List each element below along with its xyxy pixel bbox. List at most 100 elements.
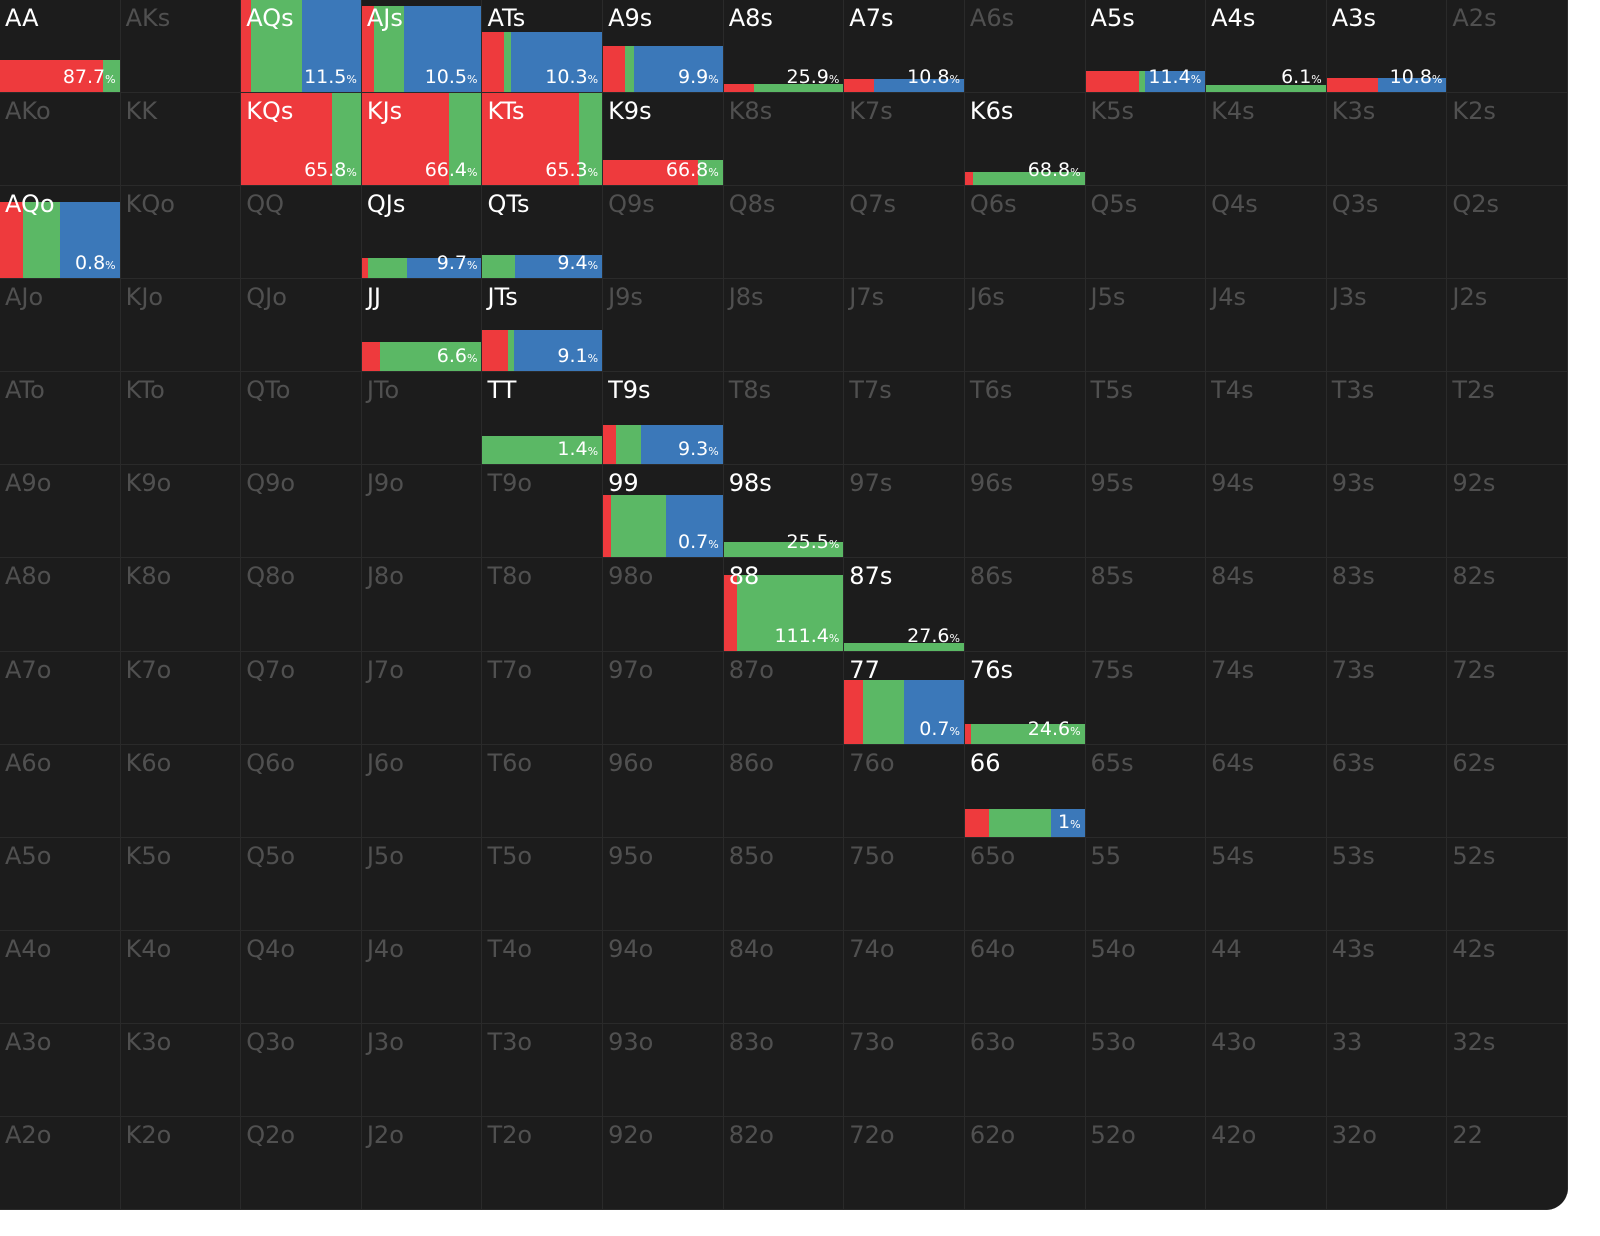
hand-cell-62o[interactable]: 62o bbox=[964, 1116, 1086, 1210]
hand-cell-qjo[interactable]: QJo bbox=[241, 279, 362, 373]
hand-cell-97o[interactable]: 97o bbox=[603, 651, 724, 745]
hand-cell-j3o[interactable]: J3o bbox=[361, 1023, 483, 1117]
hand-cell-q9s[interactable]: Q9s bbox=[603, 186, 724, 280]
hand-cell-a2o[interactable]: A2o bbox=[0, 1116, 121, 1210]
hand-cell-jto[interactable]: JTo bbox=[361, 372, 483, 466]
hand-cell-64s[interactable]: 64s bbox=[1206, 744, 1327, 838]
hand-cell-q6o[interactable]: Q6o bbox=[241, 744, 362, 838]
hand-cell-j7s[interactable]: J7s bbox=[844, 279, 965, 373]
hand-cell-53s[interactable]: 53s bbox=[1326, 837, 1448, 931]
hand-cell-q6s[interactable]: Q6s bbox=[964, 186, 1086, 280]
hand-cell-a4o[interactable]: A4o bbox=[0, 930, 121, 1024]
hand-cell-qto[interactable]: QTo bbox=[241, 372, 362, 466]
hand-cell-96o[interactable]: 96o bbox=[603, 744, 724, 838]
hand-cell-t5o[interactable]: T5o bbox=[482, 837, 604, 931]
hand-cell-96s[interactable]: 96s bbox=[964, 465, 1086, 559]
hand-cell-a8s[interactable]: A8s 25.9% bbox=[723, 0, 845, 94]
hand-cell-qq[interactable]: QQ bbox=[241, 186, 362, 280]
hand-cell-t4s[interactable]: T4s bbox=[1206, 372, 1327, 466]
hand-cell-55[interactable]: 55 bbox=[1085, 837, 1207, 931]
hand-cell-85s[interactable]: 85s bbox=[1085, 558, 1207, 652]
hand-cell-ato[interactable]: ATo bbox=[0, 372, 121, 466]
hand-cell-k5s[interactable]: K5s bbox=[1085, 93, 1207, 187]
hand-cell-92o[interactable]: 92o bbox=[603, 1116, 724, 1210]
hand-cell-ako[interactable]: AKo bbox=[0, 93, 121, 187]
hand-cell-q3s[interactable]: Q3s bbox=[1326, 186, 1448, 280]
hand-cell-q5o[interactable]: Q5o bbox=[241, 837, 362, 931]
hand-cell-75o[interactable]: 75o bbox=[844, 837, 965, 931]
hand-cell-j9o[interactable]: J9o bbox=[361, 465, 483, 559]
hand-cell-82o[interactable]: 82o bbox=[723, 1116, 845, 1210]
hand-cell-q7s[interactable]: Q7s bbox=[844, 186, 965, 280]
hand-cell-t2o[interactable]: T2o bbox=[482, 1116, 604, 1210]
hand-cell-t9o[interactable]: T9o bbox=[482, 465, 604, 559]
hand-cell-73s[interactable]: 73s bbox=[1326, 651, 1448, 745]
hand-cell-a2s[interactable]: A2s bbox=[1447, 0, 1568, 94]
hand-cell-ajo[interactable]: AJo bbox=[0, 279, 121, 373]
hand-cell-t3o[interactable]: T3o bbox=[482, 1023, 604, 1117]
hand-cell-82s[interactable]: 82s bbox=[1447, 558, 1568, 652]
hand-cell-k8s[interactable]: K8s bbox=[723, 93, 845, 187]
hand-cell-a6o[interactable]: A6o bbox=[0, 744, 121, 838]
hand-cell-73o[interactable]: 73o bbox=[844, 1023, 965, 1117]
hand-cell-86s[interactable]: 86s bbox=[964, 558, 1086, 652]
hand-cell-t6o[interactable]: T6o bbox=[482, 744, 604, 838]
hand-cell-aqs[interactable]: AQs 11.5% bbox=[241, 0, 362, 94]
hand-cell-q7o[interactable]: Q7o bbox=[241, 651, 362, 745]
hand-cell-83s[interactable]: 83s bbox=[1326, 558, 1448, 652]
hand-cell-j8s[interactable]: J8s bbox=[723, 279, 845, 373]
hand-cell-j5o[interactable]: J5o bbox=[361, 837, 483, 931]
hand-cell-87o[interactable]: 87o bbox=[723, 651, 845, 745]
hand-cell-44[interactable]: 44 bbox=[1206, 930, 1327, 1024]
hand-cell-97s[interactable]: 97s bbox=[844, 465, 965, 559]
hand-cell-84s[interactable]: 84s bbox=[1206, 558, 1327, 652]
hand-cell-a9o[interactable]: A9o bbox=[0, 465, 121, 559]
hand-cell-kto[interactable]: KTo bbox=[120, 372, 242, 466]
hand-cell-aks[interactable]: AKs bbox=[120, 0, 242, 94]
hand-cell-98o[interactable]: 98o bbox=[603, 558, 724, 652]
hand-cell-jts[interactable]: JTs 9.1% bbox=[482, 279, 604, 373]
hand-cell-k3o[interactable]: K3o bbox=[120, 1023, 242, 1117]
hand-cell-63s[interactable]: 63s bbox=[1326, 744, 1448, 838]
hand-cell-43o[interactable]: 43o bbox=[1206, 1023, 1327, 1117]
hand-cell-74o[interactable]: 74o bbox=[844, 930, 965, 1024]
hand-cell-j4o[interactable]: J4o bbox=[361, 930, 483, 1024]
hand-cell-a5o[interactable]: A5o bbox=[0, 837, 121, 931]
hand-cell-jj[interactable]: JJ 6.6% bbox=[361, 279, 483, 373]
hand-cell-a4s[interactable]: A4s 6.1% bbox=[1206, 0, 1327, 94]
hand-cell-q4s[interactable]: Q4s bbox=[1206, 186, 1327, 280]
hand-cell-k4o[interactable]: K4o bbox=[120, 930, 242, 1024]
hand-cell-85o[interactable]: 85o bbox=[723, 837, 845, 931]
hand-cell-k6s[interactable]: K6s 68.8% bbox=[964, 93, 1086, 187]
hand-cell-k9s[interactable]: K9s 66.8% bbox=[603, 93, 724, 187]
hand-cell-a3o[interactable]: A3o bbox=[0, 1023, 121, 1117]
hand-cell-53o[interactable]: 53o bbox=[1085, 1023, 1207, 1117]
hand-cell-63o[interactable]: 63o bbox=[964, 1023, 1086, 1117]
hand-cell-j5s[interactable]: J5s bbox=[1085, 279, 1207, 373]
hand-cell-a7o[interactable]: A7o bbox=[0, 651, 121, 745]
hand-cell-t8s[interactable]: T8s bbox=[723, 372, 845, 466]
hand-cell-q4o[interactable]: Q4o bbox=[241, 930, 362, 1024]
hand-cell-j6s[interactable]: J6s bbox=[964, 279, 1086, 373]
hand-cell-q8o[interactable]: Q8o bbox=[241, 558, 362, 652]
hand-cell-t7o[interactable]: T7o bbox=[482, 651, 604, 745]
hand-cell-k2s[interactable]: K2s bbox=[1447, 93, 1568, 187]
hand-cell-22[interactable]: 22 bbox=[1447, 1116, 1568, 1210]
hand-cell-86o[interactable]: 86o bbox=[723, 744, 845, 838]
hand-cell-65s[interactable]: 65s bbox=[1085, 744, 1207, 838]
hand-cell-q3o[interactable]: Q3o bbox=[241, 1023, 362, 1117]
hand-cell-q5s[interactable]: Q5s bbox=[1085, 186, 1207, 280]
hand-cell-87s[interactable]: 87s 27.6% bbox=[844, 558, 965, 652]
hand-cell-t4o[interactable]: T4o bbox=[482, 930, 604, 1024]
hand-cell-43s[interactable]: 43s bbox=[1326, 930, 1448, 1024]
hand-cell-q8s[interactable]: Q8s bbox=[723, 186, 845, 280]
hand-cell-a5s[interactable]: A5s 11.4% bbox=[1085, 0, 1207, 94]
hand-cell-95s[interactable]: 95s bbox=[1085, 465, 1207, 559]
hand-cell-kqs[interactable]: KQs 65.8% bbox=[241, 93, 362, 187]
hand-cell-33[interactable]: 33 bbox=[1326, 1023, 1448, 1117]
hand-cell-95o[interactable]: 95o bbox=[603, 837, 724, 931]
hand-cell-k8o[interactable]: K8o bbox=[120, 558, 242, 652]
hand-cell-k3s[interactable]: K3s bbox=[1326, 93, 1448, 187]
hand-cell-kjs[interactable]: KJs 66.4% bbox=[361, 93, 483, 187]
hand-cell-54s[interactable]: 54s bbox=[1206, 837, 1327, 931]
